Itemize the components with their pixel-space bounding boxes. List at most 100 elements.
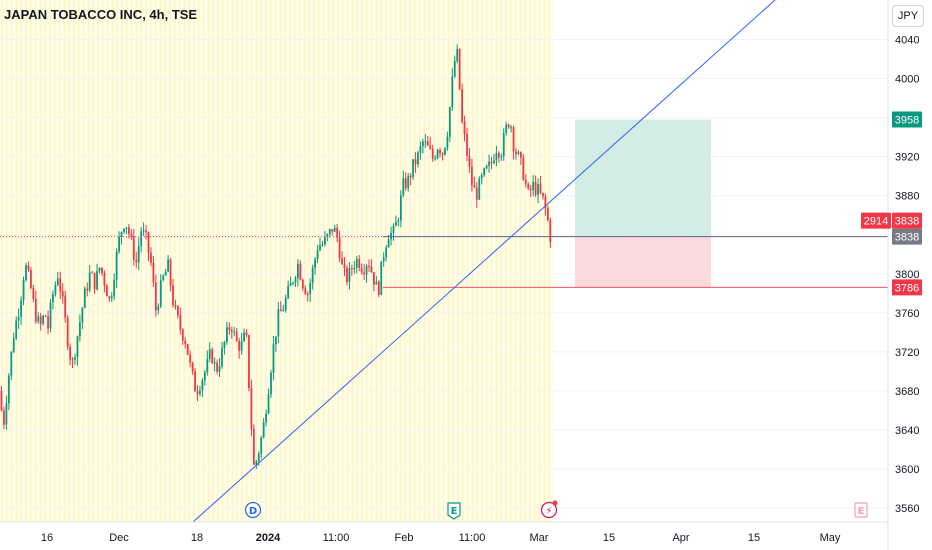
candle-body xyxy=(390,232,392,240)
candle-body xyxy=(461,89,463,122)
candle-body xyxy=(314,259,316,268)
candle-body xyxy=(549,220,552,243)
candle-body xyxy=(424,141,427,143)
candle-body xyxy=(419,146,422,153)
candle-body xyxy=(125,227,128,229)
candle-body xyxy=(493,160,495,164)
event-marker[interactable] xyxy=(854,502,868,518)
stop-badge xyxy=(892,279,922,296)
candle-body xyxy=(333,227,336,232)
price-axis[interactable]: 3560360036403680372037603800384038803920… xyxy=(861,0,922,550)
candle-body xyxy=(39,316,42,324)
candle-body xyxy=(128,227,130,234)
candle-body xyxy=(336,227,339,238)
time-tick-label: Feb xyxy=(395,532,414,544)
candle-body xyxy=(385,247,388,258)
price-tick-label: 3680 xyxy=(895,386,919,398)
countdown-label: 2914 xyxy=(864,216,888,228)
candle-body xyxy=(404,178,407,189)
candle-body xyxy=(488,161,490,166)
candle-body xyxy=(120,232,123,237)
candle-body xyxy=(194,371,196,392)
candle-body xyxy=(174,305,177,307)
stop-label: 3786 xyxy=(895,282,919,294)
time-tick-label: 2024 xyxy=(256,532,281,544)
candle-body xyxy=(395,221,397,226)
last-price-label: 3838 xyxy=(895,216,919,228)
candle-body xyxy=(0,390,3,411)
candle-body xyxy=(309,283,312,295)
currency-button[interactable]: JPY xyxy=(892,5,924,27)
candle-body xyxy=(392,225,395,233)
candle-body xyxy=(546,208,549,221)
candle-body xyxy=(181,329,184,341)
drawing-lines xyxy=(0,0,888,523)
candle-body xyxy=(515,151,517,154)
event-label: ⚡ xyxy=(545,506,552,517)
candle-body xyxy=(221,348,223,367)
candle-body xyxy=(502,133,505,157)
candle-body xyxy=(147,232,150,253)
candle-body xyxy=(118,236,120,252)
candle-body xyxy=(152,262,155,283)
candle-body xyxy=(520,152,522,158)
candle-body xyxy=(475,187,478,200)
candle-body xyxy=(32,288,35,299)
candle-body xyxy=(123,228,125,233)
candle-body xyxy=(331,229,334,232)
candle-body xyxy=(159,279,162,307)
candle-body xyxy=(15,320,18,339)
candle-body xyxy=(439,150,441,154)
candle-body xyxy=(213,362,216,364)
candle-body xyxy=(414,159,417,165)
price-tick-label: 3800 xyxy=(895,269,919,281)
candle-body xyxy=(534,181,537,195)
take-profit-label: 3958 xyxy=(895,115,919,127)
time-axis[interactable]: 16 Dec 18 2024 11:00 Feb 11:00 Mar 15 Apr 15 May xyxy=(0,521,888,544)
time-tick-label: 15 xyxy=(748,532,760,544)
entry-badge xyxy=(892,228,922,245)
take-profit-badge xyxy=(892,111,922,128)
candle-body xyxy=(30,269,32,289)
candle-body xyxy=(162,275,165,280)
candle-body xyxy=(265,413,267,423)
event-markers: D E ⚡ E xyxy=(244,500,868,520)
candle-body xyxy=(243,332,245,342)
candle-body xyxy=(539,184,542,193)
candle-body xyxy=(275,336,277,345)
entry-label: 3838 xyxy=(895,232,919,244)
event-marker[interactable] xyxy=(540,501,558,519)
candle-body xyxy=(483,168,486,176)
candle-body xyxy=(145,230,147,233)
candle-body xyxy=(74,357,76,360)
candle-body xyxy=(458,49,461,90)
event-marker[interactable] xyxy=(244,501,262,519)
candle-body xyxy=(184,340,187,345)
price-tick-label: 3640 xyxy=(895,425,919,437)
candle-body xyxy=(44,315,47,317)
candle-body xyxy=(365,265,368,275)
candle-body xyxy=(544,196,547,209)
price-tick-label: 4040 xyxy=(895,35,919,47)
candle-body xyxy=(93,272,96,290)
session-background xyxy=(0,0,553,522)
candle-body xyxy=(328,229,331,235)
event-marker[interactable] xyxy=(447,502,461,520)
price-tick-label: 3600 xyxy=(895,464,919,476)
candle-body xyxy=(324,237,326,245)
candle-body xyxy=(527,183,530,189)
candle-body xyxy=(473,185,476,188)
candle-body xyxy=(289,282,292,286)
candle-body xyxy=(466,133,468,156)
candle-body xyxy=(355,258,358,268)
candle-body xyxy=(399,195,402,221)
candle-body xyxy=(167,259,169,272)
candle-body xyxy=(448,107,451,137)
event-label: E xyxy=(451,506,458,517)
candle-body xyxy=(54,285,57,295)
candle-body xyxy=(177,306,179,316)
chart-grid xyxy=(0,39,888,509)
candle-body xyxy=(218,366,221,372)
last-price-badge xyxy=(892,212,922,229)
